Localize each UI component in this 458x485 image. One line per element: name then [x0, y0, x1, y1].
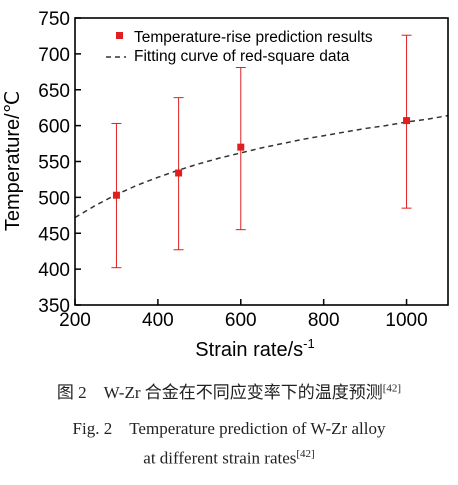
- axes-layer: 200 400 600 800 1000 350 400 450 500 550 600 650 700…: [38, 9, 427, 331]
- y-tick-label: 500: [38, 188, 70, 209]
- x-tick-label: 200: [59, 310, 91, 331]
- legend-label-fit: Fitting curve of red-square data: [134, 48, 350, 65]
- legend: Temperature-rise prediction results Fitt…: [106, 29, 373, 65]
- y-tick-label: 550: [38, 153, 70, 174]
- caption-english-line1: Fig. 2 Temperature prediction of W-Zr al…: [72, 419, 386, 438]
- x-axis-label: Strain rate/s-1: [195, 336, 314, 361]
- y-tick-label: 750: [38, 9, 70, 30]
- fitting-curve: [74, 114, 449, 219]
- caption-chinese: 图 2 W-Zr 合金在不同应变率下的温度预测[42]: [56, 382, 402, 402]
- y-tick-label: 700: [38, 45, 70, 66]
- legend-marker-square: [116, 32, 123, 39]
- x-tick-label: 600: [225, 310, 257, 331]
- caption-english-line2: at different strain rates[42]: [143, 448, 315, 468]
- y-axis-label: Temperature/℃: [2, 91, 24, 231]
- x-tick-label: 800: [308, 310, 340, 331]
- series-layer: [74, 34, 449, 269]
- data-point: [112, 191, 120, 199]
- x-axis-label-exponent: -1: [303, 336, 315, 351]
- data-point: [175, 169, 183, 177]
- y-tick-label: 450: [38, 224, 70, 245]
- caption-english-ref: [42]: [296, 448, 315, 460]
- y-tick-label: 600: [38, 117, 70, 138]
- y-tick-label: 400: [38, 260, 70, 281]
- y-tick-label: 350: [38, 296, 70, 317]
- data-point: [237, 143, 245, 151]
- caption-chinese-ref: [42]: [382, 382, 402, 395]
- legend-label-prediction: Temperature-rise prediction results: [134, 29, 373, 46]
- x-tick-label: 400: [142, 310, 174, 331]
- x-tick-label: 1000: [385, 310, 427, 331]
- data-point: [403, 117, 411, 125]
- y-tick-label: 650: [38, 81, 70, 102]
